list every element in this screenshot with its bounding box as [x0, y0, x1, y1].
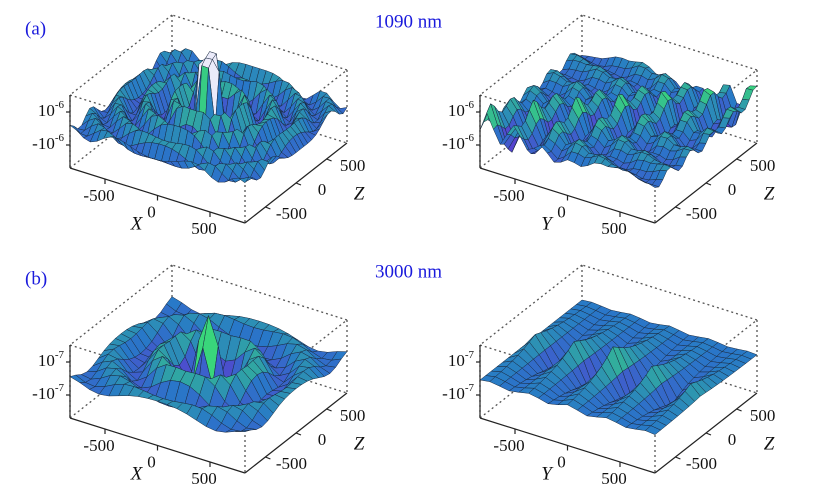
- surface-patch: [648, 183, 660, 188]
- h-tick-label: -500: [493, 186, 524, 205]
- v-tick-exp: -6: [55, 99, 65, 111]
- surface-patch: [742, 88, 754, 101]
- v-tick-label: 10-6: [448, 99, 475, 120]
- v-tick-base: -10: [32, 384, 55, 403]
- v-tick-exp: -6: [55, 132, 65, 144]
- box-edge: [69, 264, 173, 346]
- v-tick-base: -10: [32, 134, 55, 153]
- d-tick-label: 0: [728, 430, 737, 449]
- h-tick-label: 0: [557, 202, 566, 221]
- v-tick-exp: -7: [465, 349, 475, 361]
- v-tick-base: 10: [38, 101, 55, 120]
- h-axis-label: X: [130, 213, 144, 234]
- d-tick: [326, 158, 332, 162]
- d-tick-label: 500: [750, 406, 776, 425]
- d-tick: [295, 182, 302, 186]
- h-tick-label: 0: [147, 452, 156, 471]
- d-tick-label: 500: [340, 156, 366, 175]
- d-tick: [736, 408, 742, 412]
- v-tick-label: -10-6: [32, 132, 64, 153]
- h-tick-label: 500: [601, 469, 627, 488]
- h-tick-label: -500: [493, 436, 524, 455]
- v-tick-label: -10-7: [32, 382, 64, 403]
- h-tick-label: -500: [83, 436, 114, 455]
- v-tick-exp: -7: [55, 349, 65, 361]
- d-tick-label: -500: [686, 204, 717, 223]
- v-tick-exp: -7: [55, 382, 65, 394]
- d-axis-label: Z: [354, 433, 365, 454]
- surface-patch: [644, 425, 662, 435]
- d-tick: [265, 456, 271, 460]
- h-tick-label: 500: [191, 219, 217, 238]
- v-tick-exp: -6: [465, 132, 475, 144]
- d-tick: [736, 158, 742, 162]
- v-tick-base: 10: [448, 351, 465, 370]
- d-tick-label: 500: [340, 406, 366, 425]
- surface-patch: [238, 176, 250, 184]
- h-tick-label: 500: [191, 469, 217, 488]
- v-tick-base: 10: [448, 101, 465, 120]
- h-axis-label: Y: [541, 463, 554, 484]
- d-tick-label: 0: [318, 430, 327, 449]
- v-tick-label: 10-7: [448, 349, 475, 370]
- box-edge: [479, 14, 583, 96]
- surface-patch: [235, 429, 251, 432]
- d-axis-label: Z: [354, 183, 365, 204]
- d-tick-label: 0: [728, 180, 737, 199]
- panel-label: (a): [25, 18, 46, 39]
- box-edge: [69, 337, 173, 419]
- v-tick-label: -10-7: [442, 382, 474, 403]
- box-edge: [171, 14, 348, 71]
- d-tick: [295, 432, 302, 436]
- v-tick-label: -10-6: [442, 132, 474, 153]
- box-edge: [479, 264, 583, 346]
- v-tick-exp: -7: [465, 382, 475, 394]
- v-tick-exp: -6: [465, 99, 475, 111]
- d-tick-label: -500: [276, 454, 307, 473]
- v-tick-label: 10-7: [38, 349, 65, 370]
- d-axis-label: Z: [764, 433, 775, 454]
- box-edge: [69, 87, 173, 169]
- v-tick-base: -10: [442, 384, 465, 403]
- d-axis-label: Z: [764, 183, 775, 204]
- panel-label: (b): [25, 268, 47, 289]
- h-axis-label: X: [130, 463, 144, 484]
- v-tick-base: 10: [38, 351, 55, 370]
- d-tick-label: -500: [276, 204, 307, 223]
- h-tick-label: 0: [147, 202, 156, 221]
- box-edge: [581, 14, 758, 71]
- d-tick: [326, 408, 332, 412]
- box-edge: [479, 337, 583, 419]
- h-axis-label: Y: [541, 213, 554, 234]
- d-tick: [675, 206, 681, 210]
- h-tick-label: 0: [557, 452, 566, 471]
- d-tick-label: 500: [750, 156, 776, 175]
- box-edge: [171, 264, 348, 321]
- wavelength-title: 3000 nm: [375, 261, 442, 282]
- v-tick-label: 10-6: [38, 99, 65, 120]
- box-edge: [69, 14, 173, 96]
- d-tick: [265, 206, 271, 210]
- v-tick-base: -10: [442, 134, 465, 153]
- h-tick-label: -500: [83, 186, 114, 205]
- h-tick-label: 500: [601, 219, 627, 238]
- d-tick-label: 0: [318, 180, 327, 199]
- wavelength-title: 1090 nm: [375, 11, 442, 32]
- box-edge: [581, 264, 758, 321]
- box-edge: [479, 87, 583, 169]
- d-tick: [705, 182, 712, 186]
- d-tick: [705, 432, 712, 436]
- d-tick: [675, 456, 681, 460]
- d-tick-label: -500: [686, 454, 717, 473]
